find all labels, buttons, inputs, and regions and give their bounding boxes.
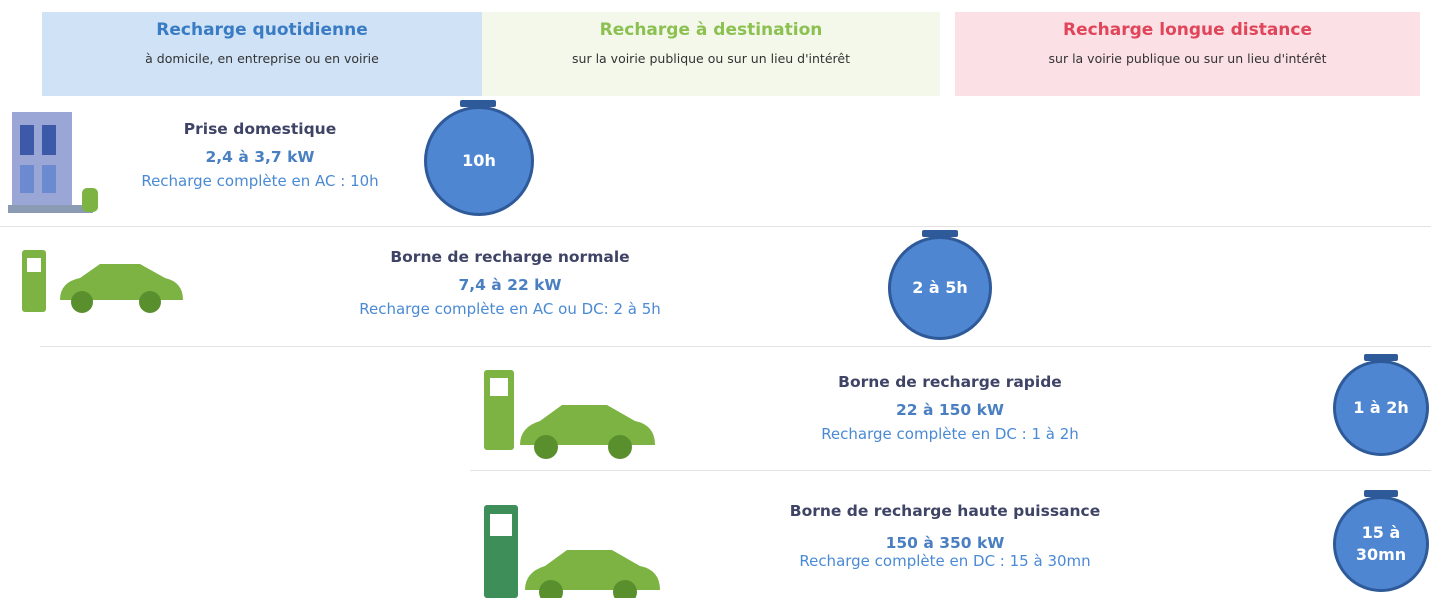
timer: 1 à 2h xyxy=(1333,360,1429,456)
timer-knob xyxy=(1364,354,1398,361)
row-detail: Recharge complète en DC : 15 à 30mn xyxy=(799,552,1091,570)
separator xyxy=(0,226,1431,227)
charger-car-icon xyxy=(484,505,660,598)
timer: 10h xyxy=(424,106,534,216)
timer-knob xyxy=(1364,490,1398,497)
timer-knob xyxy=(460,100,496,107)
header-title: Recharge longue distance xyxy=(1062,20,1313,40)
row-power: 7,4 à 22 kW xyxy=(458,276,562,294)
row-power: 150 à 350 kW xyxy=(885,534,1005,552)
row-detail: Recharge complète en DC : 1 à 2h xyxy=(821,425,1079,443)
timer-label: 2 à 5h xyxy=(912,278,968,297)
charger-car-icon xyxy=(484,370,655,459)
row-name: Borne de recharge rapide xyxy=(838,373,1062,391)
header-destination: Recharge à destination sur la voirie pub… xyxy=(482,12,940,96)
separator xyxy=(470,470,1431,471)
row-detail: Recharge complète en AC : 10h xyxy=(141,172,379,190)
timer-label: 10h xyxy=(462,151,496,170)
timer: 15 à 30mn xyxy=(1333,496,1429,592)
timer-label: 15 à 30mn xyxy=(1355,523,1407,564)
row-power: 2,4 à 3,7 kW xyxy=(205,148,315,166)
header-subtitle: sur la voirie publique ou sur un lieu d'… xyxy=(1048,51,1327,66)
row-name: Borne de recharge normale xyxy=(390,248,630,266)
header-subtitle: à domicile, en entreprise ou en voirie xyxy=(145,51,379,66)
header-daily: Recharge quotidienne à domicile, en entr… xyxy=(42,12,482,96)
separator xyxy=(40,346,1431,347)
header-title: Recharge à destination xyxy=(599,20,823,40)
row-name: Borne de recharge haute puissance xyxy=(789,502,1101,520)
row-detail: Recharge complète en AC ou DC: 2 à 5h xyxy=(359,300,661,318)
header-long-distance: Recharge longue distance sur la voirie p… xyxy=(955,12,1420,96)
row: Prise domestique 2,4 à 3,7 kW Recharge c… xyxy=(141,120,378,190)
header-title: Recharge quotidienne xyxy=(156,20,368,40)
header-subtitle: sur la voirie publique ou sur un lieu d'… xyxy=(572,51,850,66)
row: Borne de recharge normale 7,4 à 22 kW Re… xyxy=(359,248,661,318)
house-icon xyxy=(8,112,98,213)
row: Borne de recharge haute puissance 150 à … xyxy=(790,502,1100,570)
charger-car-icon xyxy=(22,250,183,313)
timer-knob xyxy=(922,230,958,237)
row-name: Prise domestique xyxy=(183,120,337,138)
timer: 2 à 5h xyxy=(888,236,992,340)
row: Borne de recharge rapide 22 à 150 kW Rec… xyxy=(821,373,1079,443)
timer-label: 1 à 2h xyxy=(1353,398,1409,417)
row-power: 22 à 150 kW xyxy=(896,401,1004,419)
